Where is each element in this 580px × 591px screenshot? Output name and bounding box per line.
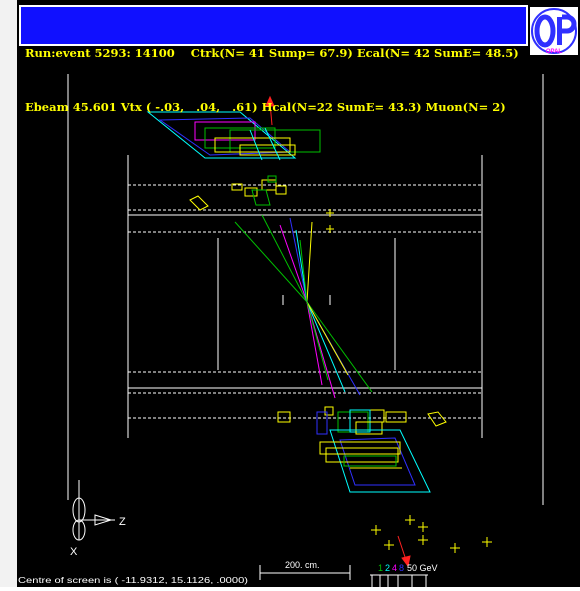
charged-tracks xyxy=(234,214,373,399)
missing-momentum-arrow-down xyxy=(397,535,411,568)
axes-indicator xyxy=(72,480,115,541)
scale-label: 200. cm. xyxy=(285,560,320,570)
lower-cluster xyxy=(319,429,431,493)
energy-label-2: 2 xyxy=(385,563,390,573)
upper-cluster xyxy=(146,111,321,161)
outer-detector-lines xyxy=(67,74,544,505)
opal-logo: OPAL xyxy=(530,7,578,55)
event-info-header: Run:event 5293: 14100 Ctrk(N= 41 Sump= 6… xyxy=(19,5,528,114)
energy-label-8: 8 xyxy=(399,563,404,573)
logo-text: OPAL xyxy=(546,49,563,55)
detector-view: Z X 200. cm. Centre of screen is ( -11.9… xyxy=(18,74,544,587)
energy-label-50gev: 50 GeV xyxy=(407,563,438,573)
vertex-markers xyxy=(282,295,331,305)
muon-crosses-upper xyxy=(326,209,334,233)
muon-crosses-lower xyxy=(371,515,492,553)
scale-bar xyxy=(259,565,351,580)
centre-of-screen-text: Centre of screen is ( -11.9312, 15.1126,… xyxy=(18,575,248,585)
solid-boundaries xyxy=(128,214,482,389)
axis-x-label: X xyxy=(70,546,78,558)
axis-z-label: Z xyxy=(119,516,126,528)
event-info-line-1: Run:event 5293: 14100 Ctrk(N= 41 Sump= 6… xyxy=(25,46,519,60)
calorimeter-boundaries xyxy=(128,184,482,419)
energy-label-4: 4 xyxy=(392,563,397,573)
lower-hits xyxy=(277,406,447,435)
energy-label-1: 1 xyxy=(378,563,383,573)
event-display-canvas: Z X 200. cm. Centre of screen is ( -11.9… xyxy=(17,0,580,587)
upper-hits xyxy=(189,175,287,211)
missing-momentum-arrow-up xyxy=(265,95,275,126)
event-info-line-2: Ebeam 45.601 Vtx ( -.03, .04, .61) Hcal(… xyxy=(25,100,506,114)
energy-legend xyxy=(370,574,428,587)
